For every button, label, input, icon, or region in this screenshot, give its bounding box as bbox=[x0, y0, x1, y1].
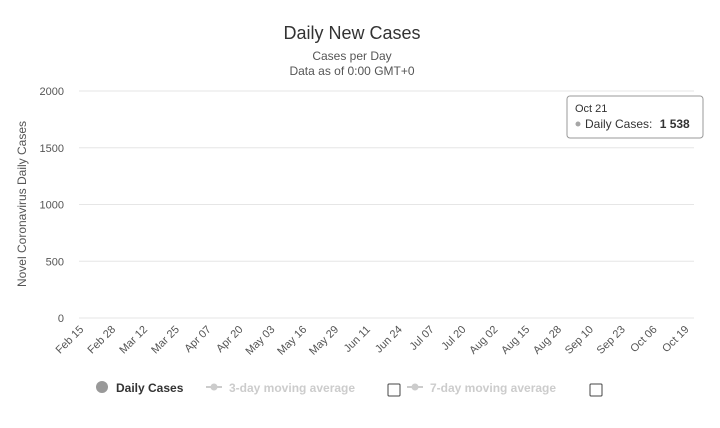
x-tick-label: Feb 15 bbox=[54, 324, 87, 357]
y-tick-label: 0 bbox=[58, 313, 64, 325]
x-tick-label: Jul 20 bbox=[439, 324, 468, 353]
x-tick-label: May 29 bbox=[307, 324, 341, 358]
x-tick-label: Apr 20 bbox=[214, 324, 245, 355]
tooltip: Oct 21 Daily Cases: 1 538 bbox=[566, 95, 704, 139]
legend-label-daily-cases: Daily Cases bbox=[116, 381, 184, 395]
x-tick-label: Mar 25 bbox=[149, 324, 182, 357]
tooltip-box bbox=[566, 95, 704, 139]
x-tick-label: May 16 bbox=[275, 324, 309, 358]
x-tick-label: Mar 12 bbox=[117, 324, 150, 357]
legend-marker-3-day bbox=[210, 383, 218, 391]
x-tick-label: Sep 23 bbox=[595, 324, 628, 357]
checkbox-3-day-average[interactable] bbox=[387, 383, 401, 397]
x-tick-label: May 03 bbox=[243, 324, 277, 358]
legend-item-3-day-average[interactable]: 3-day moving average bbox=[206, 381, 355, 395]
x-tick-label: Aug 15 bbox=[499, 324, 532, 357]
x-tick-label: Sep 10 bbox=[563, 324, 596, 357]
chart-subtitle-2: Data as of 0:00 GMT+0 bbox=[289, 64, 414, 78]
x-tick-label: Aug 02 bbox=[467, 324, 500, 357]
x-axis-ticks: Feb 15 Feb 28 Mar 12 Mar 25 Apr 07 Apr 20May … bbox=[54, 324, 692, 358]
legend-item-daily-cases[interactable]: Daily Cases bbox=[96, 381, 184, 395]
y-tick-label: 500 bbox=[46, 256, 64, 268]
legend-label-7-day: 7-day moving average bbox=[430, 381, 556, 395]
legend: Daily Cases 3-day moving average 7-day m… bbox=[96, 381, 603, 397]
y-tick-label: 2000 bbox=[40, 86, 64, 98]
tooltip-marker bbox=[575, 121, 581, 127]
y-tick-label: 1500 bbox=[40, 143, 64, 155]
y-axis-ticks: 0 500 1000 1500 2000 bbox=[40, 86, 64, 325]
x-tick-label: Apr 07 bbox=[182, 324, 213, 355]
x-tick-label: Feb 28 bbox=[85, 324, 118, 357]
chart-subtitle-1: Cases per Day bbox=[312, 49, 391, 63]
chart-title: Daily New Cases bbox=[283, 23, 420, 43]
gridlines bbox=[79, 90, 694, 319]
legend-label-3-day: 3-day moving average bbox=[229, 381, 355, 395]
tooltip-date: Oct 21 bbox=[575, 103, 607, 115]
x-tick-label: Jun 11 bbox=[342, 324, 373, 355]
x-tick-label: Jul 07 bbox=[407, 324, 436, 353]
legend-item-7-day-average[interactable]: 7-day moving average bbox=[407, 381, 556, 395]
x-tick-label: Jun 24 bbox=[373, 324, 405, 356]
tooltip-value: 1 538 bbox=[660, 117, 690, 131]
x-tick-label: Oct 19 bbox=[660, 324, 691, 355]
tooltip-series-name: Daily Cases: 1 538 bbox=[585, 117, 690, 131]
y-tick-label: 1000 bbox=[40, 200, 64, 212]
legend-marker-daily-cases bbox=[96, 381, 108, 393]
tooltip-series-label: Daily Cases: bbox=[585, 117, 652, 131]
x-tick-label: Aug 28 bbox=[531, 324, 564, 357]
checkbox-7-day-average[interactable] bbox=[589, 383, 603, 397]
legend-marker-7-day bbox=[411, 383, 419, 391]
x-tick-label: Oct 06 bbox=[628, 324, 659, 355]
y-axis-label: Novel Coronavirus Daily Cases bbox=[15, 121, 29, 287]
